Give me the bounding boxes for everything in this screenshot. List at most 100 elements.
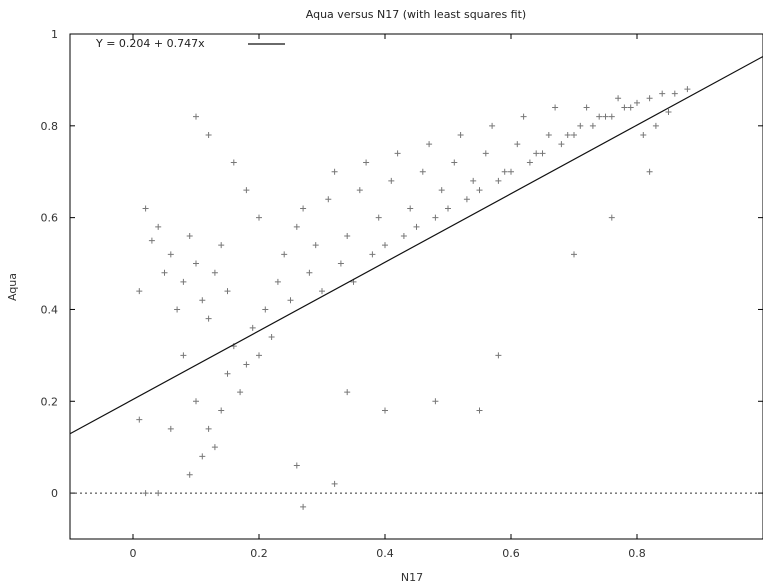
data-point (186, 233, 193, 239)
data-point (243, 187, 250, 194)
data-point (211, 269, 218, 276)
data-point (224, 370, 231, 377)
data-point (300, 205, 307, 212)
data-point (621, 104, 628, 111)
data-point (608, 214, 615, 221)
data-point (634, 99, 640, 106)
data-point (218, 407, 225, 414)
data-point (243, 361, 250, 368)
data-point (671, 90, 678, 97)
data-point (180, 352, 187, 359)
data-point (388, 177, 395, 184)
x-axis-ticks: 0 0.2 0.4 0.6 0.8 (130, 34, 646, 560)
data-point (602, 113, 609, 120)
data-point (199, 453, 206, 460)
data-point (426, 141, 433, 148)
data-point (237, 389, 244, 396)
data-point (571, 251, 577, 258)
data-point (312, 242, 319, 249)
data-point (451, 159, 458, 166)
y-tick-label: 0 (51, 487, 58, 500)
data-point (526, 159, 533, 166)
data-point (684, 86, 691, 93)
data-point (180, 278, 187, 285)
data-point (558, 141, 565, 148)
data-point (344, 233, 351, 239)
data-point (136, 288, 143, 295)
data-point (218, 242, 225, 249)
data-point (615, 95, 622, 102)
x-axis-title: N17 (401, 571, 423, 584)
data-point (407, 205, 414, 212)
data-point (205, 425, 212, 432)
data-points (136, 86, 691, 510)
data-point (571, 132, 577, 138)
data-point (501, 168, 508, 175)
data-point (193, 260, 199, 267)
y-tick-label: 0.8 (41, 120, 59, 133)
data-point (470, 177, 477, 184)
data-point (445, 205, 451, 212)
data-point (552, 104, 559, 111)
data-point (476, 187, 483, 194)
y-tick-label: 0.4 (41, 303, 59, 316)
data-point (167, 425, 174, 432)
data-point (545, 132, 552, 138)
data-point (256, 214, 262, 221)
data-point (520, 113, 527, 120)
data-point (400, 233, 407, 239)
data-point (331, 480, 338, 487)
data-point (596, 113, 603, 120)
data-point (142, 490, 149, 497)
least-squares-fit-line (69, 55, 763, 435)
data-point (495, 177, 502, 184)
data-point (482, 150, 489, 157)
x-tick-label: 0.6 (502, 547, 520, 560)
data-point (325, 196, 332, 203)
data-point (281, 251, 288, 258)
data-point (142, 205, 149, 212)
data-point (224, 288, 231, 295)
data-point (319, 288, 325, 295)
data-point (293, 223, 300, 230)
x-tick-label: 0.8 (628, 547, 646, 560)
data-point (608, 113, 615, 120)
data-point (293, 462, 300, 469)
data-point (463, 196, 470, 203)
data-point (230, 159, 237, 166)
data-point (489, 122, 496, 129)
data-point (583, 104, 590, 111)
plot-frame (69, 33, 763, 540)
x-tick-label: 0 (130, 547, 137, 560)
data-point (186, 471, 193, 478)
data-point (205, 132, 212, 138)
data-point (564, 132, 571, 138)
data-point (646, 95, 653, 102)
data-point (432, 214, 439, 221)
legend: Y = 0.204 + 0.747x (95, 37, 285, 50)
data-point (249, 324, 256, 331)
data-point (495, 352, 502, 359)
data-point (211, 444, 218, 451)
data-point (174, 306, 181, 313)
data-point (382, 242, 388, 249)
x-tick-label: 0.4 (376, 547, 394, 560)
data-point (155, 490, 162, 497)
data-point (539, 150, 546, 157)
data-point (589, 122, 596, 129)
data-point (369, 251, 376, 258)
data-point (356, 187, 363, 194)
data-point (344, 389, 351, 396)
data-point (413, 223, 420, 230)
y-axis-ticks: 0 0.2 0.4 0.6 0.8 1 (41, 28, 763, 500)
y-tick-label: 1 (51, 28, 58, 41)
data-point (659, 90, 666, 97)
x-tick-label: 0.2 (250, 547, 268, 560)
data-point (375, 214, 382, 221)
data-point (199, 297, 206, 304)
data-point (533, 150, 540, 157)
data-point (665, 109, 672, 116)
data-point (161, 269, 168, 276)
data-point (256, 352, 262, 359)
